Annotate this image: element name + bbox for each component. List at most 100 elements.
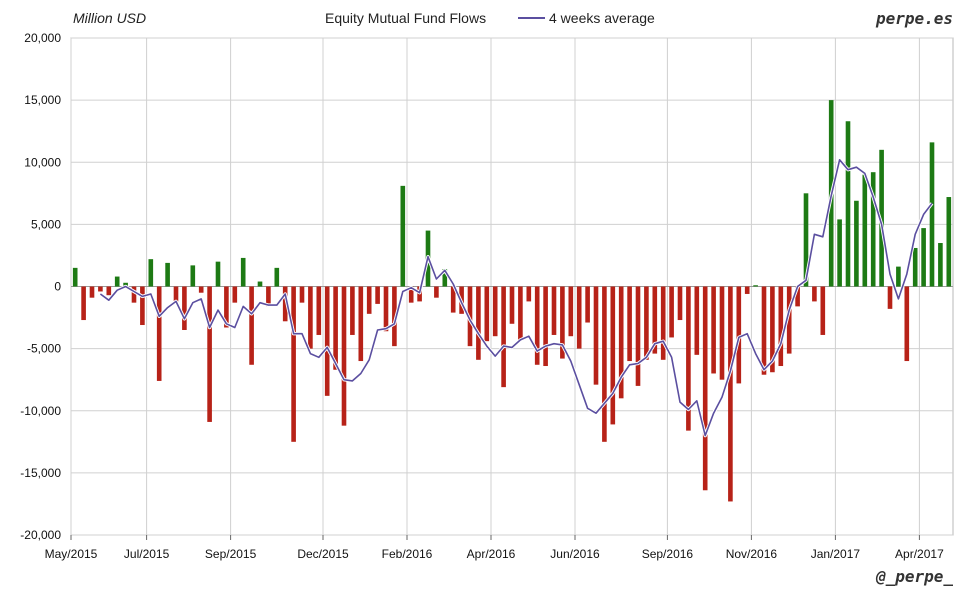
bar bbox=[224, 286, 229, 328]
x-tick-label: Sep/2015 bbox=[205, 547, 257, 561]
bar bbox=[484, 286, 490, 342]
x-tick-label: Jul/2015 bbox=[124, 547, 170, 561]
y-tick-label: 10,000 bbox=[24, 155, 61, 169]
bar bbox=[207, 286, 212, 422]
bar bbox=[795, 286, 800, 307]
x-tick-label: May/2015 bbox=[45, 547, 98, 561]
bar bbox=[198, 286, 204, 293]
bar bbox=[492, 286, 498, 337]
bar bbox=[728, 286, 733, 502]
bar bbox=[912, 247, 918, 287]
bar bbox=[148, 259, 154, 287]
bar bbox=[610, 286, 616, 425]
bar bbox=[543, 286, 548, 367]
bar bbox=[240, 257, 246, 287]
bar bbox=[568, 286, 574, 337]
bar bbox=[534, 286, 540, 365]
bar bbox=[694, 286, 700, 355]
bar bbox=[375, 286, 380, 304]
bar bbox=[232, 286, 238, 303]
bar bbox=[551, 286, 557, 335]
x-tick-label: Jun/2016 bbox=[550, 547, 600, 561]
x-tick-label: Apr/2016 bbox=[467, 547, 516, 561]
bar bbox=[81, 286, 86, 321]
bar bbox=[803, 193, 809, 287]
bar bbox=[702, 286, 708, 491]
bar bbox=[501, 286, 506, 388]
legend-label: 4 weeks average bbox=[549, 10, 655, 26]
bar bbox=[173, 286, 179, 302]
y-tick-label: -10,000 bbox=[20, 404, 61, 418]
bar bbox=[291, 286, 296, 442]
bar bbox=[770, 286, 775, 373]
x-tick-label: Dec/2015 bbox=[297, 547, 349, 561]
y-tick-label: -5,000 bbox=[27, 342, 61, 356]
bar bbox=[366, 286, 372, 314]
bar bbox=[140, 286, 145, 326]
bar bbox=[576, 286, 582, 349]
bar bbox=[182, 286, 187, 330]
bar bbox=[476, 286, 481, 360]
x-tick-label: Apr/2017 bbox=[895, 547, 944, 561]
bar bbox=[560, 286, 565, 359]
bar bbox=[761, 286, 767, 375]
bar bbox=[72, 267, 78, 287]
bar bbox=[299, 286, 305, 303]
bar bbox=[660, 286, 666, 360]
chart-title: Equity Mutual Fund Flows bbox=[325, 10, 486, 26]
bar bbox=[350, 286, 355, 335]
bar bbox=[938, 243, 943, 287]
bar bbox=[896, 266, 901, 287]
y-tick-label: 5,000 bbox=[31, 217, 61, 231]
y-tick-label: 0 bbox=[54, 280, 61, 294]
bar bbox=[854, 200, 859, 287]
bar bbox=[518, 286, 523, 340]
x-tick-label: Sep/2016 bbox=[642, 547, 694, 561]
bar bbox=[316, 286, 322, 335]
bar bbox=[526, 286, 532, 302]
axes: 20,000 15,000 10,000 5,000 0 -5,000 -10,000 -15… bbox=[20, 31, 944, 561]
bar bbox=[845, 121, 851, 287]
bar bbox=[719, 286, 725, 380]
bar bbox=[383, 286, 389, 332]
bar bbox=[131, 286, 137, 303]
author-handle: @_perpe_ bbox=[875, 567, 953, 586]
bar bbox=[106, 286, 112, 296]
bar bbox=[266, 286, 271, 307]
bar bbox=[879, 149, 884, 287]
bar bbox=[820, 286, 826, 335]
y-tick-label: -15,000 bbox=[20, 466, 61, 480]
bar bbox=[215, 261, 221, 287]
bar bbox=[602, 286, 607, 442]
average-line bbox=[99, 159, 933, 437]
bar bbox=[333, 286, 338, 370]
bar bbox=[450, 286, 456, 313]
bar bbox=[156, 286, 162, 381]
brand-label: perpe.es bbox=[875, 9, 953, 28]
bar bbox=[593, 286, 599, 385]
bar bbox=[644, 286, 649, 360]
bar bbox=[114, 276, 120, 287]
bar bbox=[190, 265, 196, 287]
bar bbox=[274, 267, 280, 287]
bar bbox=[686, 286, 691, 431]
bar bbox=[358, 286, 364, 362]
x-tick-label: Feb/2016 bbox=[382, 547, 433, 561]
bar bbox=[341, 286, 347, 426]
x-tick-label: Jan/2017 bbox=[811, 547, 861, 561]
x-tick-label: Nov/2016 bbox=[726, 547, 778, 561]
bar bbox=[165, 262, 170, 287]
bar bbox=[753, 285, 758, 287]
average-line-series bbox=[99, 158, 934, 438]
bar bbox=[744, 286, 750, 294]
bar bbox=[786, 286, 792, 354]
bar bbox=[618, 286, 624, 399]
bar bbox=[123, 282, 128, 287]
bar bbox=[257, 281, 263, 287]
bar bbox=[870, 172, 876, 287]
bar bbox=[812, 286, 817, 302]
y-tick-label: -20,000 bbox=[20, 528, 61, 542]
y-tick-label: 20,000 bbox=[24, 31, 61, 45]
bar bbox=[946, 197, 952, 287]
